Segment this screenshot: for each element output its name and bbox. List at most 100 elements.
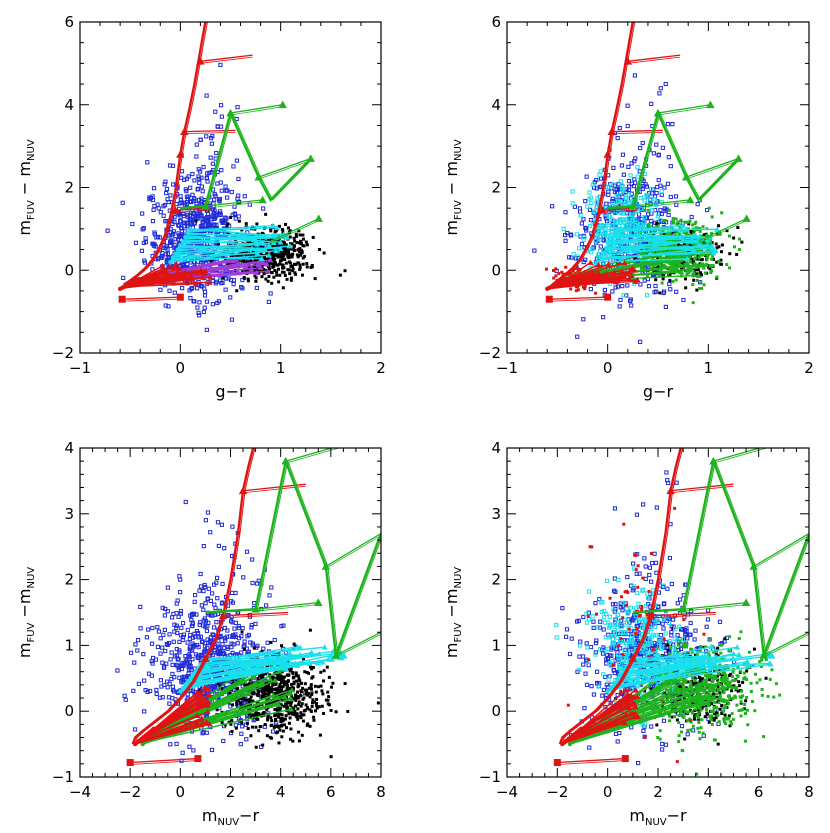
data-point	[157, 695, 163, 700]
data-point	[221, 651, 226, 656]
data-point	[577, 206, 582, 211]
data-point	[615, 284, 621, 289]
data-point	[275, 273, 279, 277]
data-point	[290, 269, 294, 273]
data-point	[705, 207, 710, 213]
data-point	[150, 661, 155, 666]
data-point	[283, 273, 287, 277]
data-point	[285, 277, 289, 281]
data-point	[251, 690, 255, 694]
data-point	[195, 186, 201, 191]
data-point	[240, 724, 245, 729]
data-point	[206, 586, 211, 591]
data-point	[208, 613, 213, 618]
data-point	[314, 709, 318, 713]
series-red-squares	[545, 293, 612, 303]
data-point	[582, 285, 586, 289]
model-track-marker	[698, 261, 705, 268]
data-point	[216, 242, 220, 246]
data-point	[224, 634, 229, 639]
data-point	[289, 727, 293, 731]
data-point	[655, 222, 659, 226]
data-point	[667, 208, 671, 212]
data-point	[290, 700, 294, 704]
axis-ticks	[79, 21, 382, 354]
data-point	[289, 264, 293, 268]
data-point	[677, 232, 681, 236]
data-point	[180, 621, 186, 626]
data-point	[270, 729, 276, 734]
data-point	[655, 214, 661, 219]
data-point	[254, 710, 258, 714]
data-point	[197, 313, 202, 318]
data-point	[670, 122, 675, 127]
data-point	[211, 632, 216, 638]
data-point	[702, 252, 706, 256]
data-point	[185, 627, 190, 633]
data-point	[308, 695, 312, 699]
data-point	[250, 557, 255, 562]
data-point	[294, 698, 298, 702]
model-track-marker	[201, 684, 208, 690]
data-point	[158, 255, 164, 260]
data-point	[231, 278, 237, 283]
data-point	[699, 248, 703, 252]
model-track-marker	[297, 651, 304, 658]
data-point	[192, 642, 197, 648]
model-track-marker	[710, 249, 717, 256]
data-point	[570, 189, 575, 194]
data-point	[271, 259, 275, 263]
data-point	[628, 298, 633, 304]
data-point	[211, 625, 217, 630]
data-point	[576, 246, 582, 251]
x-tick-label: −1	[496, 359, 518, 377]
data-point	[262, 711, 266, 715]
data-point	[615, 198, 621, 203]
data-point	[286, 254, 290, 258]
data-point	[248, 700, 252, 704]
data-point	[619, 163, 625, 168]
data-point	[301, 697, 305, 701]
data-point	[181, 663, 186, 668]
data-point	[668, 164, 673, 169]
model-link-line	[602, 209, 638, 213]
data-point	[297, 730, 301, 734]
data-point	[204, 134, 209, 139]
data-point	[266, 238, 270, 242]
model-link-line	[122, 296, 181, 300]
data-point	[590, 246, 595, 251]
data-point	[694, 226, 698, 230]
model-track-line	[565, 261, 591, 280]
data-point	[179, 679, 184, 684]
data-point	[186, 671, 191, 676]
data-point	[326, 698, 330, 702]
data-point	[633, 256, 637, 260]
data-point	[240, 721, 244, 725]
data-point	[584, 228, 589, 233]
data-point	[294, 671, 298, 675]
data-point	[185, 640, 190, 645]
data-point	[142, 709, 147, 714]
data-point	[685, 231, 689, 235]
data-point	[130, 221, 135, 227]
data-point	[609, 229, 615, 234]
data-point	[270, 719, 274, 723]
data-point	[641, 219, 646, 225]
model-track-line	[135, 723, 210, 745]
data-point	[197, 622, 202, 627]
data-point	[150, 219, 156, 224]
data-point	[283, 723, 287, 727]
data-point	[310, 704, 314, 708]
data-point	[138, 626, 143, 631]
data-point	[311, 698, 315, 702]
data-point	[737, 248, 741, 252]
data-point	[244, 222, 248, 226]
data-point	[557, 272, 561, 276]
data-point	[629, 181, 634, 186]
data-point	[728, 266, 732, 270]
data-point	[310, 693, 314, 697]
data-point	[174, 741, 179, 746]
data-point	[198, 137, 203, 142]
data-point	[271, 654, 275, 658]
data-point	[283, 717, 287, 721]
